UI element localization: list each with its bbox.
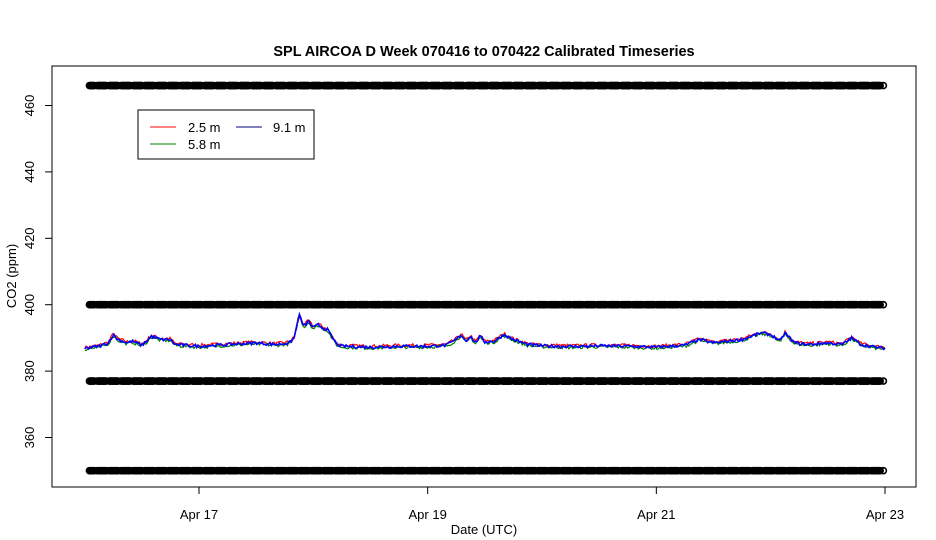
legend-label-9-1m: 9.1 m <box>273 120 306 135</box>
reference-point <box>879 300 888 309</box>
reference-point <box>879 377 888 385</box>
series-line-9-1-m <box>84 311 886 351</box>
y-tick-label-420: 420 <box>22 227 37 249</box>
series-lines <box>84 311 886 352</box>
y-axis-label: CO2 (ppm) <box>4 244 19 308</box>
reference-point <box>879 466 888 475</box>
reference-point <box>879 81 888 90</box>
reference-points-400 <box>85 300 888 309</box>
x-tick-label-0: Apr 17 <box>180 507 218 522</box>
reference-point <box>876 466 885 475</box>
y-tick-label-400: 400 <box>22 294 37 316</box>
y-tick-label-440: 440 <box>22 161 37 183</box>
x-axis: Apr 17 Apr 19 Apr 21 Apr 23 <box>180 487 904 522</box>
reference-points-350 <box>85 466 888 475</box>
x-tick-label-1: Apr 19 <box>409 507 447 522</box>
reference-points-377 <box>85 377 888 385</box>
y-tick-label-360: 360 <box>22 427 37 449</box>
plot-frame <box>51 65 917 488</box>
reference-point <box>876 300 885 309</box>
y-tick-label-380: 380 <box>22 360 37 382</box>
legend: 2.5 m 5.8 m 9.1 m <box>137 109 315 160</box>
legend-label-5-8m: 5.8 m <box>188 137 221 152</box>
legend-box <box>137 109 315 160</box>
x-tick-label-2: Apr 21 <box>637 507 675 522</box>
x-axis-label: Date (UTC) <box>451 522 517 537</box>
y-tick-label-460: 460 <box>22 95 37 117</box>
reference-point <box>876 377 885 385</box>
y-axis: 360 380 400 420 440 460 <box>22 95 52 449</box>
reference-points <box>85 81 888 475</box>
x-tick-label-3: Apr 23 <box>866 507 904 522</box>
reference-point <box>876 81 885 90</box>
reference-points-466 <box>85 81 888 90</box>
legend-label-2-5m: 2.5 m <box>188 120 221 135</box>
chart-title: SPL AIRCOA D Week 070416 to 070422 Calib… <box>273 44 694 60</box>
